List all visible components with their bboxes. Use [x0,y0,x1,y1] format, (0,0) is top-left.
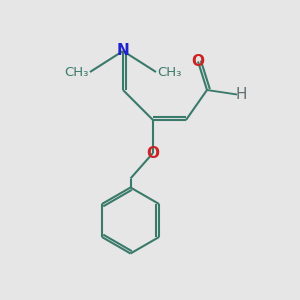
Text: O: O [146,146,160,160]
Text: H: H [236,87,247,102]
Text: CH₃: CH₃ [64,65,88,79]
Text: CH₃: CH₃ [158,65,182,79]
Text: N: N [117,44,129,59]
Text: O: O [191,54,205,69]
